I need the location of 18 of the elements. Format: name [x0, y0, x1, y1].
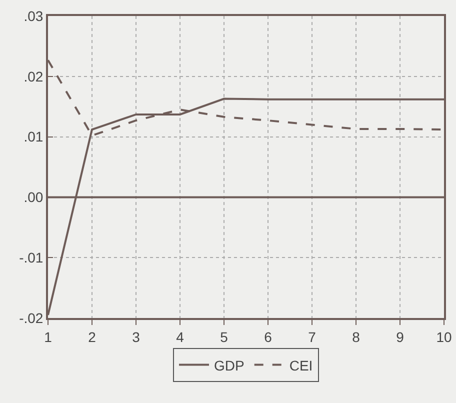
y-tick-label: -.01: [19, 250, 44, 266]
legend-label: CEI: [289, 357, 313, 374]
x-tick-label: 6: [264, 328, 272, 345]
x-tick-label: 7: [308, 328, 316, 345]
y-tick-label: -.02: [19, 310, 44, 326]
y-tick-label: .00: [24, 189, 44, 206]
x-tick-label: 3: [132, 328, 140, 345]
x-tick-label: 4: [176, 328, 184, 345]
x-tick-label: 2: [88, 328, 96, 345]
y-tick-label: .03: [24, 8, 44, 24]
x-tick-label: 8: [352, 328, 360, 345]
legend-label: GDP: [214, 357, 244, 374]
x-tick-label: 9: [396, 328, 404, 345]
y-tick-label: .02: [24, 68, 44, 84]
x-tick-label: 10: [436, 328, 452, 345]
x-tick-label: 5: [220, 328, 228, 345]
x-tick-label: 1: [44, 328, 52, 345]
y-tick-label: .01: [24, 128, 44, 145]
